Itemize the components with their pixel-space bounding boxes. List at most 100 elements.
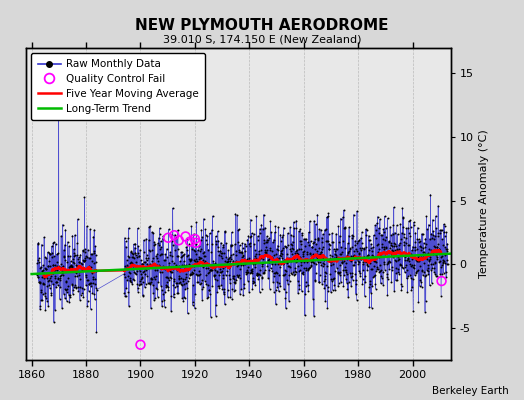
- Point: [151, 264, 160, 271]
- Point: [80, 258, 88, 264]
- Point: [178, 295, 187, 302]
- Point: [266, 218, 275, 224]
- Point: [384, 258, 392, 265]
- Point: [313, 254, 322, 260]
- Point: [126, 249, 135, 256]
- Point: [145, 224, 154, 230]
- Point: [328, 239, 336, 246]
- Point: [169, 266, 177, 272]
- Point: [284, 263, 292, 269]
- Point: [389, 249, 398, 256]
- Point: [365, 304, 374, 310]
- Point: [46, 250, 54, 257]
- Point: [77, 264, 85, 271]
- Point: [180, 251, 189, 257]
- Point: [208, 267, 216, 274]
- Point: [148, 246, 157, 253]
- Point: [235, 247, 243, 254]
- Point: [423, 226, 431, 233]
- Point: [250, 261, 259, 268]
- Point: [394, 256, 402, 263]
- Point: [421, 298, 430, 304]
- Point: [140, 268, 148, 274]
- Point: [243, 256, 251, 262]
- Point: [362, 232, 370, 238]
- Point: [224, 265, 233, 271]
- Point: [381, 253, 389, 260]
- Point: [179, 278, 187, 284]
- Point: [126, 278, 134, 284]
- Point: [267, 229, 276, 236]
- Point: [297, 241, 305, 248]
- Point: [425, 258, 433, 264]
- Text: Berkeley Earth: Berkeley Earth: [432, 386, 508, 396]
- Point: [147, 275, 155, 281]
- Point: [173, 290, 182, 296]
- Point: [419, 272, 427, 278]
- Point: [280, 243, 289, 249]
- Point: [344, 294, 352, 300]
- Point: [435, 259, 443, 265]
- Point: [319, 260, 328, 266]
- Point: [437, 292, 445, 299]
- Point: [434, 248, 443, 255]
- Point: [259, 256, 267, 262]
- Point: [252, 254, 260, 261]
- Point: [354, 238, 362, 244]
- Point: [375, 269, 384, 276]
- Point: [350, 212, 358, 218]
- Point: [59, 221, 67, 228]
- Point: [364, 255, 373, 262]
- Point: [225, 254, 233, 261]
- Point: [353, 256, 362, 262]
- Point: [127, 259, 135, 265]
- Point: [411, 230, 420, 236]
- Point: [343, 286, 352, 292]
- Point: [36, 306, 44, 312]
- Point: [307, 253, 315, 260]
- Point: [396, 262, 404, 268]
- Point: [67, 258, 75, 264]
- Point: [171, 264, 180, 270]
- Point: [345, 279, 353, 286]
- Point: [294, 246, 303, 252]
- Point: [57, 264, 66, 270]
- Point: [276, 252, 284, 259]
- Point: [409, 263, 417, 270]
- Point: [247, 230, 256, 236]
- Point: [279, 231, 287, 238]
- Point: [192, 259, 201, 266]
- Point: [245, 255, 254, 262]
- Point: [366, 281, 374, 288]
- Point: [414, 299, 423, 306]
- Point: [430, 236, 438, 242]
- Point: [309, 256, 317, 262]
- Point: [402, 257, 411, 264]
- Point: [184, 256, 193, 262]
- Point: [139, 279, 147, 285]
- Point: [368, 255, 377, 262]
- Point: [433, 233, 442, 240]
- Point: [196, 280, 205, 286]
- Point: [170, 284, 179, 291]
- Point: [143, 252, 151, 258]
- Point: [136, 342, 145, 348]
- Point: [335, 232, 344, 239]
- Point: [255, 256, 264, 262]
- Point: [285, 298, 293, 304]
- Point: [428, 235, 436, 241]
- Point: [361, 258, 369, 264]
- Point: [299, 268, 308, 275]
- Point: [313, 250, 321, 257]
- Point: [348, 235, 356, 241]
- Point: [122, 284, 130, 291]
- Point: [57, 232, 66, 239]
- Point: [173, 267, 181, 274]
- Point: [161, 289, 169, 295]
- Point: [363, 261, 372, 267]
- Point: [82, 277, 91, 283]
- Point: [305, 264, 314, 270]
- Point: [399, 230, 408, 237]
- Point: [34, 274, 42, 280]
- Point: [42, 275, 51, 281]
